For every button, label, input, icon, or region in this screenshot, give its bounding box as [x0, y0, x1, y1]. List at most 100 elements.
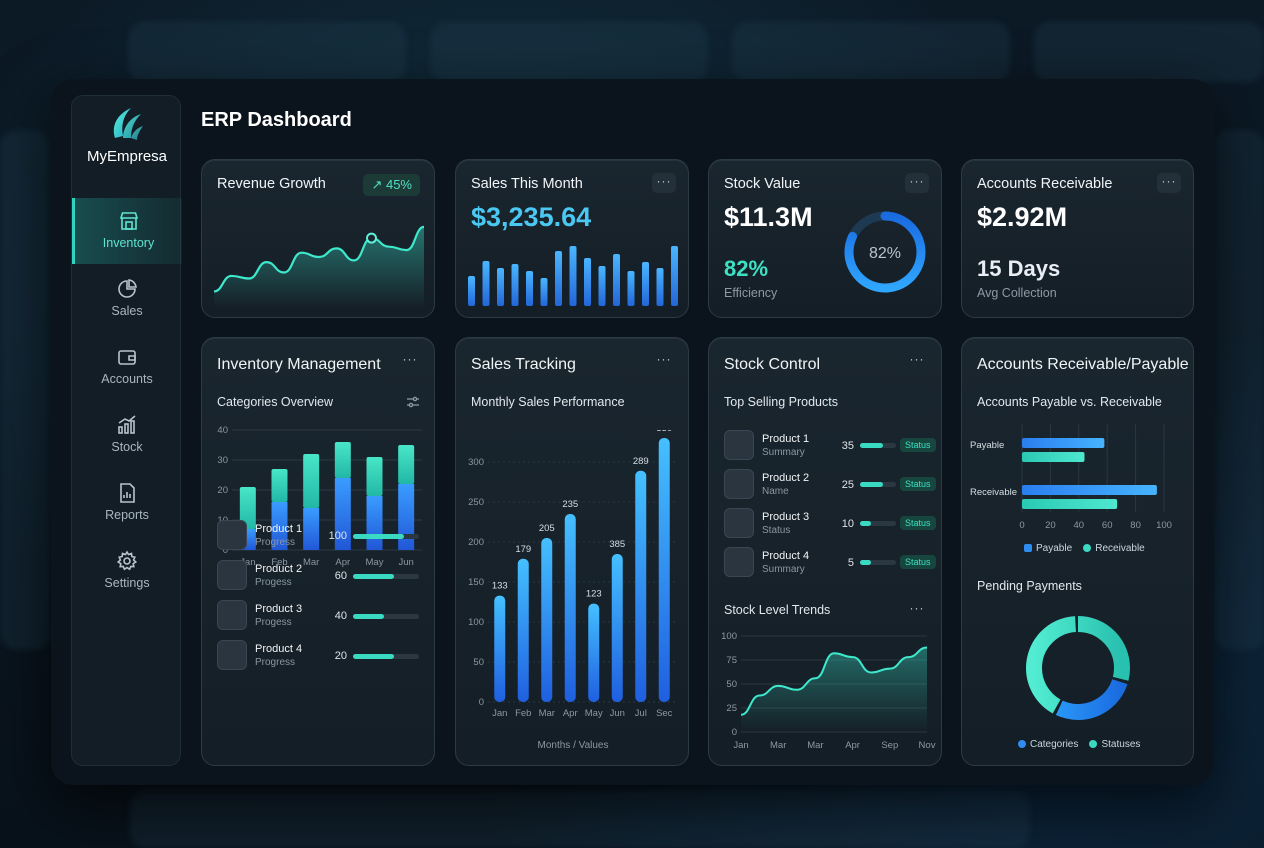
card-title: Sales This Month [471, 176, 583, 192]
y-tick: 25 [726, 703, 737, 714]
sales-bar [541, 538, 553, 702]
sales-bar [517, 558, 529, 702]
dashboard-window: MyEmpresa Inventory Sales Accounts Stock… [51, 79, 1214, 785]
x-tick: 20 [1045, 520, 1056, 531]
x-tick: 60 [1102, 520, 1113, 531]
more-options-button[interactable]: ··· [402, 352, 418, 366]
sales-this-month-card[interactable]: Sales This Month ··· $3,235.64 [455, 159, 689, 318]
monthly-sales-chart: 0 50 100 150 200 250 300 133 Jan 179 Feb 205 Mar 235 A… [468, 430, 676, 719]
bar-value-label: 179 [515, 544, 531, 555]
sales-bar [584, 258, 591, 306]
inventory-product-row[interactable]: Product 4 Progress 20 [217, 640, 421, 674]
pie-chart-icon [118, 279, 137, 298]
filter-icon[interactable] [406, 396, 420, 408]
shoe-icon [217, 560, 247, 590]
product-value: 60 [334, 570, 347, 582]
product-progress [860, 560, 896, 565]
product-name: Product 3 [762, 511, 810, 523]
sidebar-item-inventory[interactable]: Inventory [72, 198, 182, 264]
product-name: Product 2 [255, 563, 303, 575]
efficiency-value: 82% [724, 256, 769, 281]
product-subtitle: Progress [255, 657, 296, 668]
product-name: Product 4 [762, 550, 810, 562]
status-badge: Status [900, 555, 936, 569]
pending-title: Pending Payments [977, 579, 1082, 593]
inventory-bar-top [334, 442, 351, 478]
x-tick: Mar [539, 708, 555, 719]
stock-product-row[interactable]: Product 3 Status 10 Status [724, 508, 936, 542]
sales-bar [497, 268, 504, 306]
revenue-growth-card[interactable]: Revenue Growth ↗ 45% [201, 159, 435, 318]
y-tick: 40 [217, 425, 228, 436]
x-tick: Nov [919, 740, 936, 751]
x-tick: Mar [807, 740, 823, 751]
logo[interactable]: MyEmpresa [72, 104, 182, 184]
x-tick: 0 [1019, 520, 1024, 531]
product-progress [353, 654, 419, 659]
trend-more-button[interactable]: ··· [909, 601, 925, 615]
inventory-product-row[interactable]: Product 3 Progess 40 [217, 600, 421, 634]
sales-tracking-card[interactable]: Sales Tracking ··· Monthly Sales Perform… [455, 337, 689, 766]
bar-value-label: 123 [586, 589, 602, 600]
accounts-receivable-payable-card[interactable]: Accounts Receivable/Payable Accounts Pay… [961, 337, 1194, 766]
more-options-button[interactable]: ··· [905, 173, 929, 193]
inventory-product-row[interactable]: Product 2 Progess 60 [217, 560, 421, 594]
stock-product-row[interactable]: Product 2 Name 25 Status [724, 469, 936, 503]
sales-bar [540, 278, 548, 306]
bar-value-label: 133 [492, 581, 508, 592]
more-options-button[interactable]: ··· [909, 352, 925, 366]
inventory-product-row[interactable]: Product 1 Progress 100 [217, 520, 421, 554]
x-tick: Mar [303, 557, 319, 568]
inventory-bar-top [239, 487, 256, 529]
donut-slice [1026, 616, 1130, 720]
sales-mini-bars [468, 246, 678, 306]
sidebar-item-label: Inventory [102, 236, 155, 250]
accounts-receivable-card[interactable]: Accounts Receivable ··· $2.92M 15 Days A… [961, 159, 1194, 318]
stock-product-row[interactable]: Product 1 Summary 35 Status [724, 430, 936, 464]
sidebar-item-settings[interactable]: Settings [72, 538, 182, 604]
sales-bar [656, 268, 664, 306]
x-tick: Apr [335, 557, 350, 568]
sidebar-item-stock[interactable]: Stock [72, 402, 182, 468]
sidebar-item-accounts[interactable]: Accounts [72, 334, 182, 400]
more-options-button[interactable]: ··· [656, 352, 672, 366]
sidebar-item-reports[interactable]: Reports [72, 470, 182, 536]
category-label: Receivable [970, 487, 1017, 498]
stock-product-row[interactable]: Product 4 Summary 5 Status [724, 547, 936, 581]
sales-bar [611, 554, 623, 702]
category-label: Payable [970, 440, 1004, 451]
more-options-button[interactable]: ··· [1157, 173, 1181, 193]
y-tick: 250 [468, 497, 484, 508]
sales-bar [511, 264, 519, 306]
sidebar-item-sales[interactable]: Sales [72, 266, 182, 332]
legend-statuses: Statuses [1089, 739, 1140, 750]
sales-value: $3,235.64 [471, 202, 592, 232]
sales-bar [658, 438, 670, 702]
sales-bar [598, 266, 606, 306]
receivable-bar [1022, 499, 1118, 509]
product-value: 5 [847, 557, 854, 569]
x-tick: Sep [881, 740, 898, 751]
x-tick: Mar [770, 740, 786, 751]
device-icon [724, 430, 754, 460]
store-icon [119, 212, 138, 230]
ring-progress [844, 211, 926, 293]
trend-chart-icon [118, 415, 136, 434]
sales-bar [671, 246, 678, 306]
bar-value-label: 385 [609, 539, 625, 550]
gadget-icon [724, 508, 754, 538]
y-tick: 30 [217, 455, 228, 466]
page-title: ERP Dashboard [201, 109, 352, 131]
revenue-point [366, 232, 377, 244]
stock-control-card[interactable]: Stock Control ··· Top Selling Products S… [708, 337, 942, 766]
x-tick: Jun [399, 557, 414, 568]
stock-value-card[interactable]: Stock Value ··· $11.3M 82% Efficiency 82… [708, 159, 942, 318]
card-title: Sales Tracking [471, 356, 576, 373]
bar-value-label: 330 [656, 430, 672, 434]
x-tick: 40 [1074, 520, 1085, 531]
inventory-management-card[interactable]: Inventory Management ··· Categories Over… [201, 337, 435, 766]
more-options-button[interactable]: ··· [652, 173, 676, 193]
x-tick: 100 [1156, 520, 1172, 531]
inventory-bar-base [303, 508, 320, 550]
legend-categories: Categories [1018, 739, 1078, 750]
